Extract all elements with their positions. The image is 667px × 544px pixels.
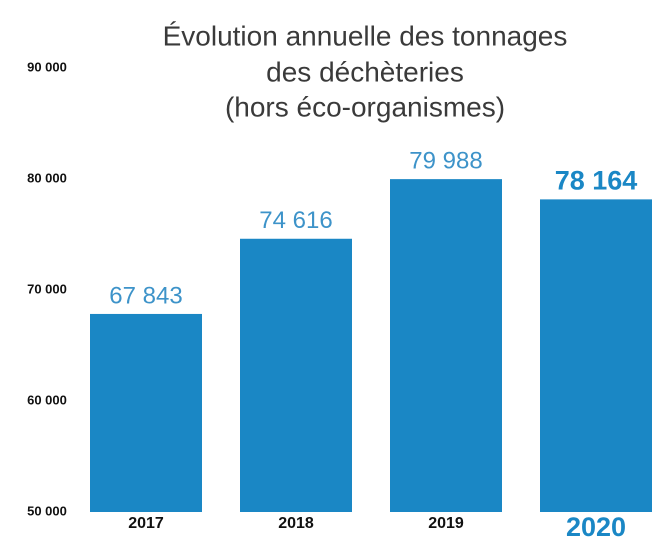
bar — [390, 179, 502, 513]
x-tick-label: 2020 — [566, 512, 626, 542]
bar — [90, 313, 202, 512]
chart-title: Évolution annuelle des tonnages — [163, 20, 568, 51]
x-tick-label: 2017 — [128, 515, 164, 532]
bar — [240, 238, 352, 513]
x-tick-label: 2018 — [278, 515, 314, 532]
y-tick-label: 80 000 — [27, 170, 67, 185]
bar — [540, 199, 652, 513]
y-tick-label: 90 000 — [27, 59, 67, 74]
value-label: 78 164 — [555, 166, 638, 196]
y-tick-label: 50 000 — [27, 503, 67, 518]
chart-title: (hors éco-organismes) — [225, 91, 505, 122]
value-label: 79 988 — [409, 147, 482, 174]
value-label: 74 616 — [259, 207, 332, 234]
x-tick-label: 2019 — [428, 515, 464, 532]
y-tick-label: 70 000 — [27, 281, 67, 296]
value-label: 67 843 — [109, 282, 182, 309]
y-tick-label: 60 000 — [27, 392, 67, 407]
chart-title: des déchèteries — [266, 56, 464, 87]
